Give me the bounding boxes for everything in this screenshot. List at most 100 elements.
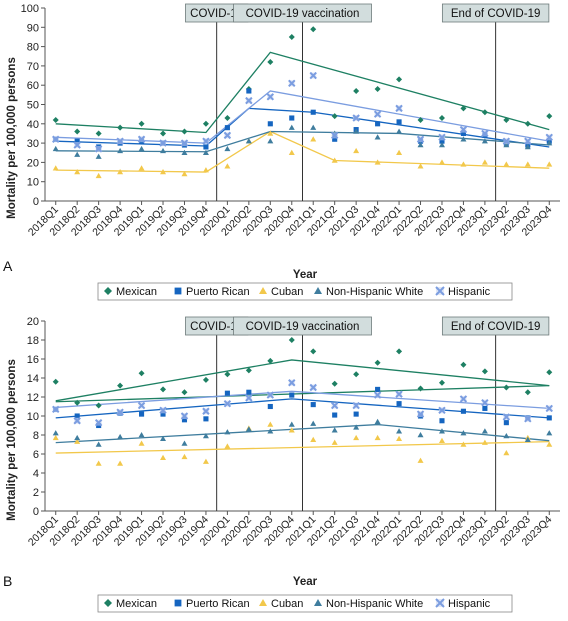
panel-a-mexican-point: [438, 115, 445, 122]
panel-b-legend-cuban-icon: [259, 599, 267, 606]
panel-a-non-hispanic-white-point: [374, 134, 381, 140]
panel-b-mexican-point: [524, 389, 531, 396]
panel-a-hispanic-point-cross: [94, 145, 103, 153]
panel-a-hispanic-point-cross: [137, 135, 146, 143]
panel-b-mexican-point: [396, 348, 403, 355]
panel-a-non-hispanic-white-point: [310, 124, 317, 130]
panel-a-cuban-point: [267, 130, 274, 136]
panel-a-hispanic-point-cross: [245, 96, 253, 105]
panel-a-mexican-point: [181, 128, 188, 135]
panel-a-event-label: COVID-19 vaccination: [246, 8, 360, 20]
panel-b-hispanic-point-cross: [352, 401, 360, 410]
panel-a-hispanic-point-cross: [73, 141, 81, 149]
panel-b-hispanic-point-cross: [330, 401, 339, 410]
panel-a-legend-mexican-icon: [104, 287, 112, 295]
panel-a-hispanic-point-cross: [288, 79, 296, 87]
panel-b-hispanic-point: [137, 401, 146, 410]
y-axis-title-b: Mortality per 100,000 persons: [6, 359, 18, 521]
panel-a-hispanic-point: [202, 137, 210, 145]
panel-b-mexican-point: [374, 359, 381, 366]
panel-b-non-hispanic-white-point: [224, 429, 231, 435]
panel-b-puerto-rican-point: [224, 390, 230, 396]
panel-b-mexican-point: [267, 357, 274, 364]
panel-b-event-label: End of COVID-19: [451, 321, 540, 333]
panel-b-non-hispanic-white-point: [74, 434, 81, 441]
panel-b-non-hispanic-white-point: [160, 435, 167, 442]
panel-a-event-box: [233, 3, 372, 23]
panel-a-mexican-point: [138, 120, 145, 127]
panel-b-non-hispanic-white-point: [417, 432, 424, 438]
panel-b-mexican-point: [546, 369, 553, 376]
panel-a-mexican-point: [481, 109, 488, 116]
panel-a-non-hispanic-white-point: [503, 142, 510, 148]
panel-b-cuban-trend-line: [55, 441, 550, 454]
panel-b-cuban-point: [503, 450, 510, 456]
panel-a-y-tick-label: 70: [27, 61, 39, 73]
panel-b-hispanic-point-cross: [438, 406, 446, 415]
panel-a-hispanic-point: [373, 110, 382, 118]
panel-a-hispanic-point: [223, 131, 232, 140]
panel-a-non-hispanic-white-point: [481, 138, 488, 144]
panel-a-hispanic-point: [352, 114, 360, 122]
panel-b-legend-mexican-label: Mexican: [116, 598, 157, 610]
panel-b-hispanic-point: [395, 390, 403, 398]
panel-a-hispanic-point-cross: [459, 125, 468, 134]
panel-b-puerto-rican-point: [546, 415, 552, 421]
panel-a-hispanic-point: [94, 145, 103, 153]
panel-b-mexican-point: [438, 379, 445, 386]
panel-a-y-tick-label: 20: [27, 157, 39, 169]
panel-b-mexican-trend-line: [55, 359, 550, 402]
panel-a-hispanic-point-cross: [352, 114, 360, 122]
panel-a-cuban-point: [396, 149, 403, 155]
panel-a-puerto-rican-point: [74, 138, 80, 144]
panel-b-non-hispanic-white-point: [245, 426, 252, 432]
panel-a-cuban-point: [353, 147, 360, 154]
panel-a-hispanic-point-cross: [395, 104, 403, 113]
panel-b-hispanic-point-cross: [266, 391, 275, 399]
panel-a-hispanic-point: [159, 139, 167, 147]
panel-a-puerto-rican-point: [396, 119, 402, 125]
panel-b-hispanic-point-cross: [73, 417, 81, 425]
panel-b-cuban-point: [138, 440, 145, 446]
legend-a: Mexican Puerto Rican Cuban Non-Hispanic Whi…: [97, 282, 513, 301]
panel-a-puerto-rican-point: [439, 138, 445, 144]
panel-a-non-hispanic-white-point: [288, 124, 295, 130]
panel-b-hispanic-point-cross: [502, 413, 511, 421]
panel-b-y-tick-label: 14: [27, 373, 39, 385]
panel-b-non-hispanic-white-point: [181, 440, 188, 446]
panel-label-b: B: [3, 573, 12, 589]
panel-a-legend-hispanic-icon-cross: [435, 286, 445, 296]
panel-b-legend-mexican-icon: [104, 599, 112, 607]
panel-b-legend-hispanic-icon-cross: [435, 598, 445, 608]
panel-a-non-hispanic-white-point: [202, 149, 209, 155]
panel-a-puerto-rican-point: [267, 121, 273, 127]
panel-b-y-tick-label: 20: [27, 316, 39, 328]
panel-b-hispanic-point-cross: [223, 399, 232, 408]
panel-a-hispanic-point: [481, 129, 489, 138]
panel-b-cuban-point: [310, 436, 317, 442]
panel-b-hispanic-point-cross: [116, 408, 124, 416]
panel-b-puerto-rican-point: [460, 408, 466, 414]
panel-b-hispanic-point: [288, 379, 296, 387]
panel-b-mexican-point: [417, 385, 424, 392]
panel-b-puerto-rican-point: [503, 420, 509, 426]
panel-b-cuban-point: [374, 434, 381, 441]
panel-b-puerto-rican-point: [482, 405, 488, 411]
panel-b-hispanic-point: [438, 406, 446, 415]
panel-a-cuban-point: [117, 169, 124, 175]
panel-a-non-hispanic-white-point: [438, 142, 445, 148]
panel-a-non-hispanic-white-point: [396, 128, 403, 134]
panel-a-mexican-point: [460, 105, 467, 112]
chart-panel-a: 01020304050607080901002018Q12018Q22018Q3…: [21, 3, 560, 239]
panel-a-y-tick-label: 10: [27, 177, 39, 189]
panel-a-cuban-point: [224, 163, 231, 169]
panel-a-non-hispanic-white-point: [138, 145, 145, 152]
panel-a-hispanic-point-cross: [309, 71, 317, 80]
panel-b-non-hispanic-white-point: [202, 432, 209, 439]
panel-b-non-hispanic-white-point: [438, 428, 445, 434]
panel-a-non-hispanic-white-point: [95, 153, 102, 159]
panel-b-hispanic-point: [330, 401, 339, 410]
panel-a-mexican-point: [95, 130, 102, 137]
panel-a-cuban-point: [546, 161, 553, 167]
panel-label-a: A: [3, 258, 13, 274]
